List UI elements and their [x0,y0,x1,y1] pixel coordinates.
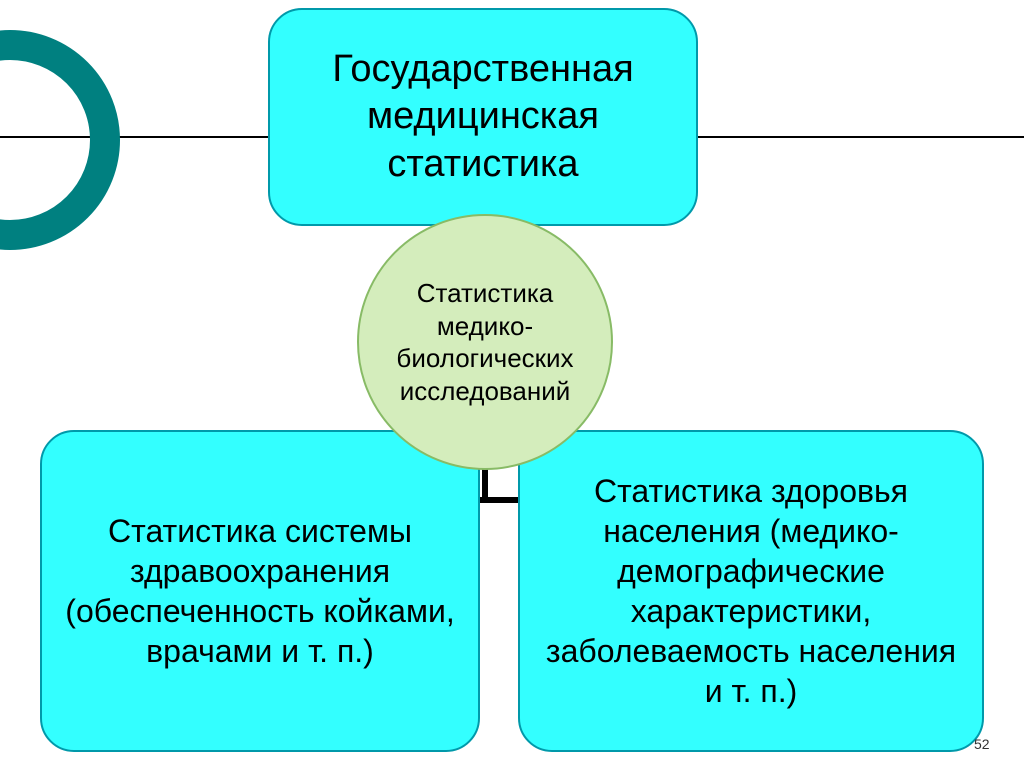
node-top-text: Государственная медицинская статистика [288,46,678,189]
node-bottom-left-text: Статистика системы здравоохранения (обес… [60,511,460,671]
node-bottom-right: Статистика здоровья населения (медико-де… [518,430,984,752]
node-top: Государственная медицинская статистика [268,8,698,226]
corner-ring-decoration [0,30,120,250]
node-bottom-right-text: Статистика здоровья населения (медико-де… [538,471,964,711]
node-center-text: Статистика медико-биологических исследов… [369,277,601,407]
node-bottom-left: Статистика системы здравоохранения (обес… [40,430,480,752]
page-number: 52 [974,736,990,752]
node-center-circle: Статистика медико-биологических исследов… [357,214,613,470]
